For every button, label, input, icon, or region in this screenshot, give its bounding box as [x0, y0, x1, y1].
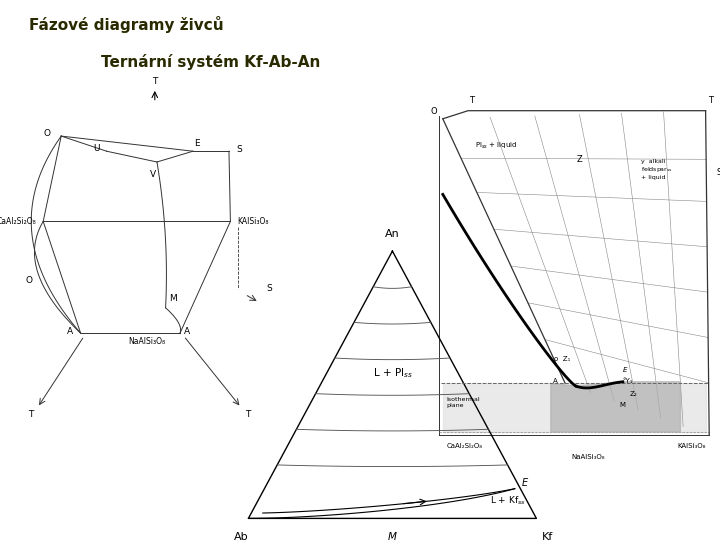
Text: An: An — [385, 229, 400, 239]
Text: Isothermal
plane: Isothermal plane — [446, 397, 480, 408]
Text: CaAl₂Si₂O₈: CaAl₂Si₂O₈ — [0, 217, 36, 226]
Text: KAlSi₃O₈: KAlSi₃O₈ — [678, 443, 706, 449]
Text: L + Kf$_{ss}$: L + Kf$_{ss}$ — [490, 495, 526, 508]
Text: NaAlSi₃O₈: NaAlSi₃O₈ — [128, 338, 166, 347]
Polygon shape — [551, 382, 680, 432]
Text: S: S — [236, 145, 242, 154]
Text: S: S — [716, 168, 720, 177]
Text: Z: Z — [577, 155, 582, 164]
Text: V: V — [150, 170, 156, 179]
Text: T: T — [469, 96, 474, 105]
Text: T: T — [152, 77, 158, 86]
Text: S: S — [266, 285, 272, 293]
Text: M: M — [619, 402, 625, 408]
Text: E: E — [194, 139, 200, 148]
Text: Z₂: Z₂ — [630, 391, 638, 397]
Text: o  Z₁: o Z₁ — [554, 356, 571, 362]
Text: E: E — [623, 367, 627, 373]
Text: T: T — [29, 410, 34, 420]
Polygon shape — [443, 383, 706, 432]
Text: O: O — [25, 276, 32, 285]
Text: Kf: Kf — [541, 532, 553, 540]
Text: A: A — [553, 377, 558, 384]
Text: U: U — [93, 144, 99, 153]
Text: Ab: Ab — [234, 532, 248, 540]
Text: M: M — [169, 294, 177, 303]
Text: KAlSi₃O₈: KAlSi₃O₈ — [238, 217, 269, 226]
Text: y  alkali
feldspar$_{ss}$
+ liquid: y alkali feldspar$_{ss}$ + liquid — [641, 159, 672, 180]
Text: NaAlSi₃O₈: NaAlSi₃O₈ — [572, 454, 606, 460]
Text: Pl$_{ss}$ + liquid: Pl$_{ss}$ + liquid — [475, 141, 518, 151]
Text: CaAl₂Si₂O₈: CaAl₂Si₂O₈ — [446, 443, 482, 449]
Text: M: M — [388, 532, 397, 540]
Text: °Y₁: °Y₁ — [623, 377, 634, 384]
Text: T: T — [245, 410, 250, 420]
Text: O: O — [43, 129, 50, 138]
Text: A: A — [67, 327, 73, 336]
Text: T: T — [708, 96, 713, 105]
Text: A: A — [184, 327, 191, 336]
Text: Ternární systém Kf-Ab-An: Ternární systém Kf-Ab-An — [101, 54, 320, 70]
Text: E: E — [522, 478, 528, 488]
Text: Fázové diagramy živců: Fázové diagramy živců — [29, 16, 223, 33]
Text: L + Pl$_{ss}$: L + Pl$_{ss}$ — [372, 366, 413, 380]
Text: O: O — [431, 107, 437, 116]
